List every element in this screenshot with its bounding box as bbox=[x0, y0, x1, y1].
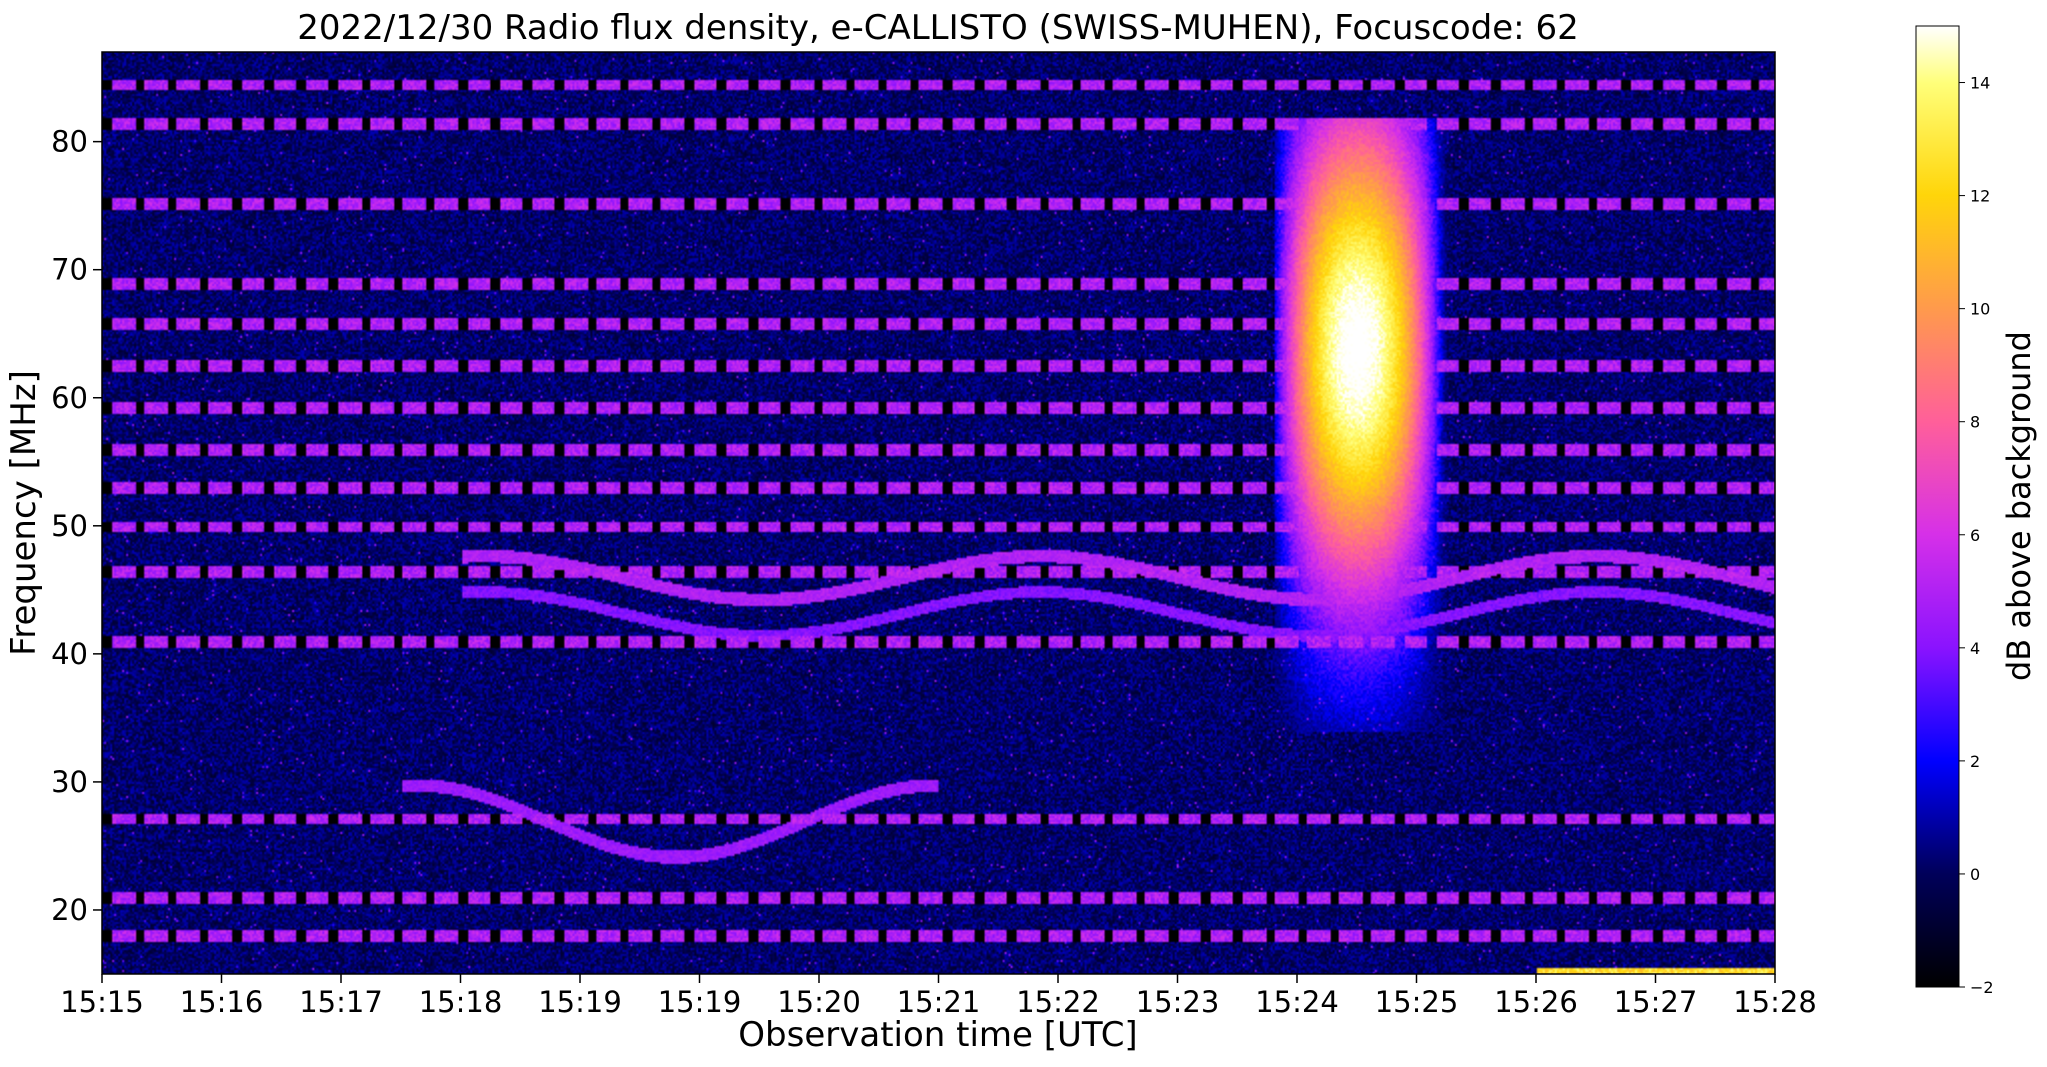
x-tick-label: 15:24 bbox=[1255, 985, 1339, 1019]
colorbar-tick-label: −2 bbox=[1970, 978, 1994, 997]
colorbar-tick-label: 10 bbox=[1970, 300, 1990, 319]
y-tick-label: 30 bbox=[51, 765, 88, 799]
x-tick-label: 15:16 bbox=[180, 985, 264, 1019]
y-tick-label: 60 bbox=[51, 381, 88, 415]
colorbar-tick-label: 14 bbox=[1970, 74, 1990, 93]
x-tick-label: 15:18 bbox=[419, 985, 503, 1019]
x-tick-label: 15:26 bbox=[1494, 985, 1578, 1019]
x-tick-label: 15:21 bbox=[897, 985, 981, 1019]
y-tick-label: 80 bbox=[51, 125, 88, 159]
chart-title: 2022/12/30 Radio flux density, e-CALLIST… bbox=[297, 8, 1578, 48]
spectrogram-image bbox=[102, 52, 1775, 974]
colorbar-label: dB above background bbox=[2000, 331, 2038, 681]
y-tick-label: 70 bbox=[51, 253, 88, 287]
y-axis-label: Frequency [MHz] bbox=[4, 370, 44, 656]
x-tick-label: 15:19 bbox=[658, 985, 742, 1019]
colorbar: −2 0 2 4 6 8 10 12 14 dB above background bbox=[1915, 25, 2038, 997]
x-tick-label: 15:23 bbox=[1136, 985, 1220, 1019]
colorbar-tick-label: 6 bbox=[1970, 526, 1980, 545]
colorbar-tick-label: 2 bbox=[1970, 752, 1980, 771]
x-tick-label: 15:28 bbox=[1733, 985, 1817, 1019]
colorbar-gradient bbox=[1915, 25, 1960, 988]
x-tick-label: 15:25 bbox=[1375, 985, 1459, 1019]
colorbar-ticks: −2 0 2 4 6 8 10 12 14 bbox=[1959, 74, 1994, 997]
y-tick-label: 20 bbox=[51, 893, 88, 927]
colorbar-tick-label: 4 bbox=[1970, 639, 1980, 658]
x-tick-label: 15:20 bbox=[777, 985, 861, 1019]
plot-area bbox=[102, 52, 1775, 974]
y-axis: 20 30 40 50 60 70 80 bbox=[51, 125, 102, 927]
colorbar-tick-label: 8 bbox=[1970, 413, 1980, 432]
x-tick-label: 15:17 bbox=[299, 985, 383, 1019]
y-tick-label: 40 bbox=[51, 637, 88, 671]
x-axis: 15:15 15:16 15:17 15:18 15:19 15:19 15:20 15:21… bbox=[60, 974, 1817, 1019]
x-tick-label: 15:27 bbox=[1614, 985, 1698, 1019]
x-tick-label: 15:19 bbox=[538, 985, 622, 1019]
colorbar-tick-label: 12 bbox=[1970, 187, 1990, 206]
x-axis-label: Observation time [UTC] bbox=[738, 1015, 1137, 1055]
x-tick-label: 15:22 bbox=[1016, 985, 1100, 1019]
y-tick-label: 50 bbox=[51, 509, 88, 543]
colorbar-tick-label: 0 bbox=[1970, 865, 1980, 884]
x-tick-label: 15:15 bbox=[60, 985, 144, 1019]
